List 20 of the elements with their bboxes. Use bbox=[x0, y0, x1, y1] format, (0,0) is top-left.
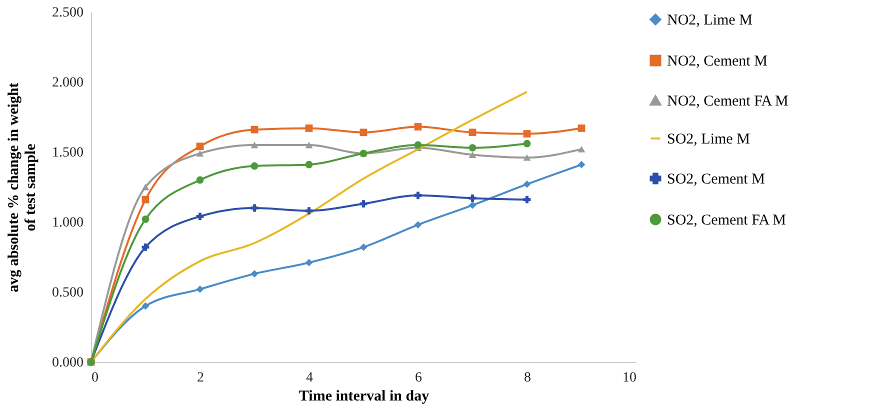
legend-label: SO2, Cement FA M bbox=[667, 212, 786, 228]
x-axis-title: Time interval in day bbox=[298, 388, 430, 404]
x-tick-label: 10 bbox=[622, 370, 636, 386]
x-tick-label: 0 bbox=[92, 370, 98, 386]
y-tick-label: 2.000 bbox=[52, 76, 84, 90]
x-tick-label: 2 bbox=[197, 370, 204, 386]
legend-label: NO2, Lime M bbox=[667, 12, 752, 28]
legend-label: NO2, Cement FA M bbox=[667, 94, 788, 110]
y-tick-label: 0.000 bbox=[52, 356, 84, 370]
x-tick-label: 8 bbox=[524, 370, 531, 386]
y-tick-label: 0.500 bbox=[52, 286, 84, 300]
legend-label: SO2, Cement M bbox=[667, 172, 765, 188]
x-tick-label: 6 bbox=[415, 370, 422, 386]
y-axis-title: avg absolute % change in weight of test sample bbox=[6, 82, 39, 292]
x-tick-label: 4 bbox=[306, 370, 313, 386]
y-tick-label: 2.500 bbox=[52, 6, 84, 20]
legend-label: SO2, Lime M bbox=[667, 132, 750, 148]
y-tick-label: 1.500 bbox=[52, 146, 84, 160]
y-tick-label: 1.000 bbox=[52, 216, 84, 230]
legend-label: NO2, Cement M bbox=[667, 54, 768, 70]
